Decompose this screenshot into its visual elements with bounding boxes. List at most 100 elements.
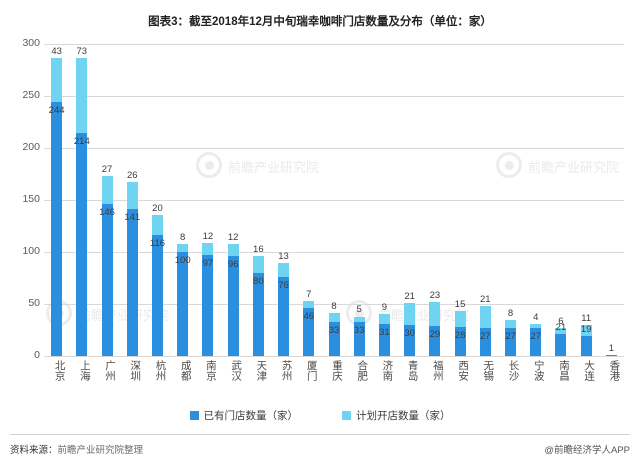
bar-column[interactable] — [227, 44, 239, 356]
bar-segment-existing[interactable] — [202, 255, 214, 356]
bar-segment-existing[interactable] — [378, 323, 390, 356]
bar-value-plan: 15 — [454, 299, 466, 311]
bar-segment-plan[interactable] — [252, 256, 264, 273]
bar-segment-existing[interactable] — [177, 252, 189, 356]
page-title: 图表3：截至2018年12月中旬瑞幸咖啡门店数量及分布（单位：家） — [148, 16, 492, 28]
bar-segment-plan[interactable] — [530, 323, 542, 328]
x-axis-category-label: 大连 — [583, 360, 596, 381]
bar-value-existing: 116 — [149, 238, 166, 250]
legend-swatch — [342, 411, 351, 420]
bar-segment-plan[interactable] — [76, 57, 88, 134]
bar-segment-existing[interactable] — [555, 334, 567, 356]
bar-segment-plan[interactable] — [353, 316, 365, 322]
bar-segment-plan[interactable] — [101, 176, 113, 205]
bar-value-plan: 6 — [558, 315, 564, 327]
bar-segment-plan[interactable] — [303, 300, 315, 309]
bar-column[interactable] — [429, 44, 441, 356]
bar-column[interactable] — [303, 44, 315, 356]
bar-column[interactable] — [479, 44, 491, 356]
bar-column[interactable] — [151, 44, 163, 356]
y-axis-tick: 200 — [22, 141, 40, 153]
bar-segment-existing[interactable] — [151, 235, 163, 356]
bar-segment-plan[interactable] — [328, 313, 340, 322]
bar-segment-plan[interactable] — [278, 263, 290, 277]
bar-segment-existing[interactable] — [505, 327, 517, 356]
x-axis-category-label: 成都 — [179, 360, 192, 381]
bar-segment-existing[interactable] — [605, 354, 617, 356]
legend-label: 计划开店数量（家） — [356, 410, 451, 422]
bar-segment-plan[interactable] — [505, 319, 517, 328]
x-axis-category-label: 福州 — [431, 360, 444, 381]
bar-segment-plan[interactable] — [479, 306, 491, 328]
bar-value-existing: 1 — [608, 342, 615, 354]
bar-segment-plan[interactable] — [202, 242, 214, 256]
source-body: 前瞻产业研究院整理 — [57, 445, 144, 456]
bar-segment-existing[interactable] — [479, 327, 491, 356]
bar-value-existing: 146 — [99, 207, 115, 219]
bar-segment-plan[interactable] — [454, 311, 466, 327]
bar-value-plan: 16 — [253, 244, 264, 256]
bar-column[interactable] — [555, 44, 567, 356]
bar-segment-existing[interactable] — [101, 204, 113, 356]
bar-segment-plan[interactable] — [404, 302, 416, 325]
bar-segment-existing[interactable] — [429, 325, 441, 356]
bar-segment-existing[interactable] — [530, 327, 542, 356]
bar-segment-plan[interactable] — [555, 327, 567, 335]
bar-segment-existing[interactable] — [126, 209, 138, 356]
bar-segment-existing[interactable] — [51, 102, 63, 356]
x-axis-category-label: 天津 — [255, 360, 268, 381]
bar-segment-plan[interactable] — [378, 314, 390, 324]
bar-column[interactable] — [530, 44, 542, 356]
bar-segment-plan[interactable] — [227, 243, 239, 257]
y-axis-tick: 100 — [22, 245, 40, 257]
bar-segment-plan[interactable] — [151, 214, 163, 236]
bar-column[interactable] — [454, 44, 466, 356]
bar-column[interactable] — [101, 44, 113, 356]
bar-column[interactable] — [278, 44, 290, 356]
bar-value-existing: 214 — [73, 136, 90, 148]
bar-column[interactable] — [580, 44, 592, 356]
bar-segment-existing[interactable] — [303, 308, 315, 356]
bar-segment-existing[interactable] — [454, 326, 466, 356]
bar-column[interactable] — [252, 44, 264, 356]
bar-column[interactable] — [177, 44, 189, 356]
bar-segment-plan[interactable] — [580, 324, 592, 337]
bar-segment-existing[interactable] — [353, 321, 365, 356]
bar-column[interactable] — [605, 44, 617, 356]
bar-column[interactable] — [202, 44, 214, 356]
bar-segment-existing[interactable] — [76, 133, 88, 356]
bar-value-plan: 73 — [76, 45, 88, 57]
x-axis-category-label: 苏州 — [280, 360, 293, 381]
bar-column[interactable] — [51, 44, 63, 356]
bar-column[interactable] — [404, 44, 416, 356]
bar-column[interactable] — [126, 44, 138, 356]
x-axis-category-label: 合肥 — [356, 360, 369, 381]
bar-segment-existing[interactable] — [252, 272, 264, 356]
x-axis-category-label: 香港 — [608, 360, 621, 381]
bar-segment-plan[interactable] — [429, 301, 441, 326]
bar-segment-existing[interactable] — [328, 321, 340, 356]
bar-segment-plan[interactable] — [51, 57, 63, 103]
bar-column[interactable] — [328, 44, 340, 356]
bar-value-existing: 33 — [328, 324, 340, 336]
gridline — [44, 356, 624, 357]
legend-item[interactable]: 计划开店数量（家） — [342, 408, 451, 423]
bar-segment-existing[interactable] — [278, 276, 290, 356]
x-axis-category-label: 武汉 — [230, 360, 243, 381]
bar-segment-plan[interactable] — [126, 182, 138, 210]
legend-item[interactable]: 已有门店数量（家） — [189, 408, 299, 423]
bar-segment-existing[interactable] — [580, 336, 592, 356]
bar-column[interactable] — [378, 44, 390, 356]
bar-value-existing: 100 — [174, 255, 191, 266]
bar-value-existing: 30 — [404, 327, 415, 339]
bar-segment-plan[interactable] — [177, 243, 189, 252]
bar-column[interactable] — [505, 44, 517, 356]
bar-column[interactable] — [76, 44, 88, 356]
bar-segment-existing[interactable] — [404, 324, 416, 356]
bar-segment-existing[interactable] — [227, 256, 239, 356]
source-note: 资料来源：前瞻产业研究院整理 — [10, 442, 143, 456]
bar-value-existing: 141 — [124, 212, 141, 224]
bar-column[interactable] — [353, 44, 365, 356]
legend-label: 已有门店数量（家） — [203, 410, 299, 422]
